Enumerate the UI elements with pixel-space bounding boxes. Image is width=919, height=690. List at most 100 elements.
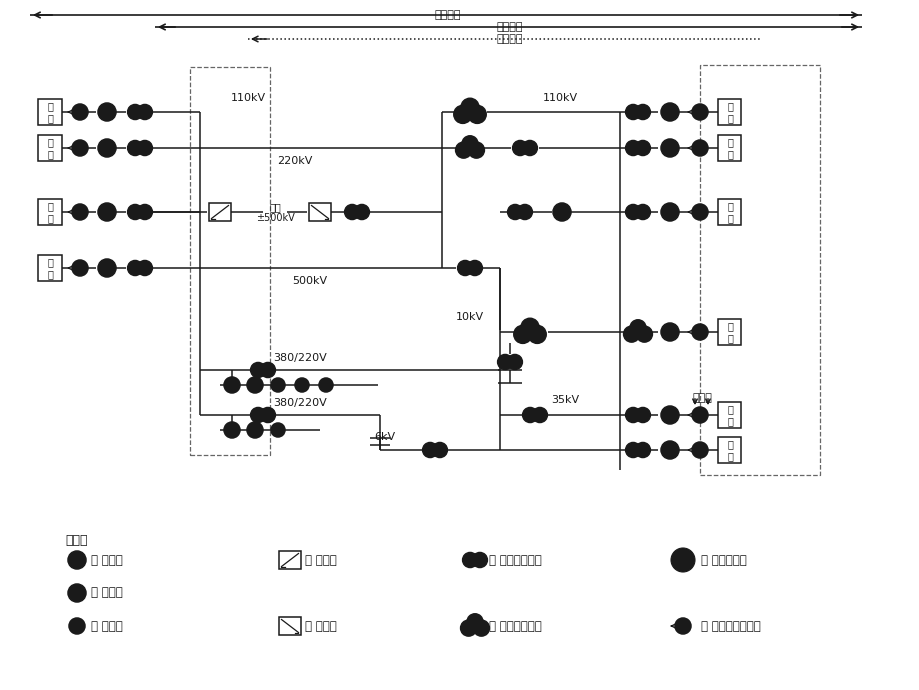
- Text: 一 三绕组变压器: 一 三绕组变压器: [489, 620, 541, 633]
- Text: 110kV: 110kV: [542, 93, 577, 103]
- Circle shape: [354, 204, 369, 219]
- Circle shape: [497, 355, 512, 370]
- Bar: [309, 203, 331, 221]
- Text: 一 发电机: 一 发电机: [91, 553, 122, 566]
- Circle shape: [635, 141, 650, 155]
- Text: 电力系统: 电力系统: [496, 22, 523, 32]
- Circle shape: [68, 551, 85, 569]
- Circle shape: [246, 377, 263, 393]
- Text: 水
库: 水 库: [726, 137, 732, 159]
- Circle shape: [660, 203, 678, 221]
- Text: 锅
炉: 锅 炉: [47, 101, 53, 124]
- Text: 图例：: 图例：: [65, 533, 87, 546]
- Bar: [38, 99, 62, 125]
- Circle shape: [691, 324, 708, 340]
- Circle shape: [670, 548, 694, 572]
- Circle shape: [295, 378, 309, 392]
- Circle shape: [635, 408, 650, 422]
- Circle shape: [128, 141, 142, 155]
- Text: CS: CS: [71, 589, 83, 598]
- Circle shape: [467, 614, 482, 630]
- Bar: [699, 65, 819, 475]
- Bar: [190, 67, 269, 455]
- Text: 锅
炉: 锅 炉: [726, 201, 732, 223]
- Circle shape: [260, 362, 275, 377]
- Circle shape: [72, 204, 88, 220]
- Text: 380/220V: 380/220V: [273, 398, 326, 408]
- Circle shape: [72, 140, 88, 156]
- Circle shape: [422, 442, 437, 457]
- Text: 动力系统: 动力系统: [435, 10, 460, 20]
- Circle shape: [128, 104, 142, 119]
- Text: 锅
炉: 锅 炉: [726, 321, 732, 343]
- Circle shape: [468, 142, 484, 158]
- Text: 35kV: 35kV: [550, 395, 578, 405]
- Bar: [718, 135, 741, 161]
- Circle shape: [660, 103, 678, 121]
- Circle shape: [528, 326, 546, 344]
- Circle shape: [625, 141, 640, 155]
- Circle shape: [636, 326, 652, 342]
- Circle shape: [223, 377, 240, 393]
- Text: M: M: [73, 620, 82, 629]
- Text: 一 逆变器: 一 逆变器: [305, 620, 336, 633]
- Circle shape: [271, 423, 285, 437]
- Circle shape: [72, 104, 88, 120]
- Circle shape: [516, 204, 532, 219]
- Circle shape: [319, 378, 333, 392]
- Circle shape: [520, 318, 539, 336]
- Bar: [278, 617, 301, 635]
- Circle shape: [625, 442, 640, 457]
- Text: 一 双绕组变压器: 一 双绕组变压器: [489, 553, 541, 566]
- Circle shape: [137, 204, 153, 219]
- Circle shape: [507, 204, 522, 219]
- Circle shape: [137, 261, 153, 275]
- Circle shape: [672, 553, 685, 566]
- Circle shape: [512, 141, 528, 155]
- Circle shape: [128, 261, 142, 275]
- Circle shape: [675, 618, 690, 634]
- Text: 一 调相机: 一 调相机: [91, 586, 122, 600]
- Circle shape: [246, 422, 263, 438]
- Circle shape: [532, 408, 547, 422]
- Circle shape: [271, 378, 285, 392]
- Text: CS: CS: [555, 208, 568, 217]
- Circle shape: [506, 355, 522, 370]
- Circle shape: [473, 620, 489, 636]
- Circle shape: [691, 204, 708, 220]
- Circle shape: [137, 104, 153, 119]
- Text: 380/220V: 380/220V: [273, 353, 326, 363]
- Circle shape: [522, 408, 537, 422]
- Text: 一 整流器: 一 整流器: [305, 553, 336, 566]
- Circle shape: [660, 139, 678, 157]
- Text: 锅
炉: 锅 炉: [726, 404, 732, 426]
- Circle shape: [660, 441, 678, 459]
- Bar: [38, 255, 62, 281]
- Circle shape: [630, 319, 645, 336]
- Bar: [718, 402, 741, 428]
- Text: 水
库: 水 库: [47, 201, 53, 223]
- Circle shape: [468, 106, 485, 124]
- Circle shape: [68, 584, 85, 602]
- Circle shape: [250, 408, 266, 422]
- Circle shape: [250, 362, 266, 377]
- Circle shape: [223, 422, 240, 438]
- Bar: [209, 203, 231, 221]
- Text: ±500kV: ±500kV: [255, 213, 294, 223]
- Text: 供热网: 供热网: [691, 393, 711, 403]
- Circle shape: [432, 442, 447, 457]
- Circle shape: [128, 204, 142, 219]
- Circle shape: [691, 140, 708, 156]
- Circle shape: [691, 442, 708, 458]
- Text: 220kV: 220kV: [277, 156, 312, 166]
- Circle shape: [72, 260, 88, 276]
- Circle shape: [513, 326, 531, 344]
- Bar: [718, 99, 741, 125]
- Text: M: M: [227, 380, 236, 388]
- Circle shape: [522, 141, 537, 155]
- Text: 一 自耦变压器: 一 自耦变压器: [700, 553, 746, 566]
- Circle shape: [461, 136, 478, 152]
- Bar: [718, 199, 741, 225]
- Circle shape: [635, 442, 650, 457]
- Circle shape: [98, 259, 116, 277]
